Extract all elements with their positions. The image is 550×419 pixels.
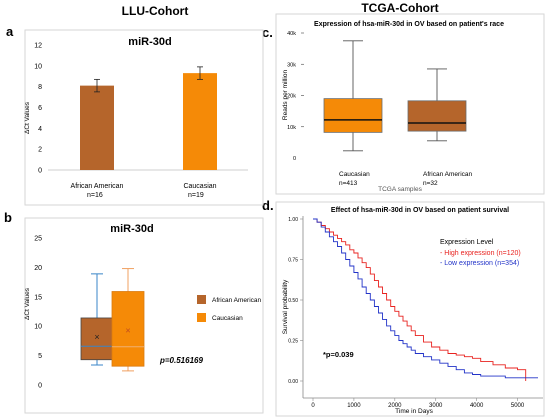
panel-c-ylabel: Reads per million — [282, 70, 289, 121]
panel-b-box-plot: 0 5 10 15 20 25 × × — [34, 236, 145, 390]
y-tick-label: 25 — [34, 236, 42, 243]
tcga-cohort-title: TCGA-Cohort — [361, 1, 438, 15]
y-tick-label: 0.50 — [288, 298, 298, 304]
panel-c-box-plot: 0 10k 20k 30k 40k Caucasian n=413 African Ameri… — [287, 31, 472, 187]
y-tick-label: 0 — [38, 383, 42, 390]
panel-a-title: miR-30d — [128, 36, 171, 48]
mean-marker: × — [94, 332, 99, 342]
x-tick-label: 4000 — [470, 403, 484, 409]
y-tick-label: 10k — [287, 125, 296, 131]
panel-d-pvalue: *p=0.039 — [323, 350, 354, 359]
panel-d-ylabel: Survival probability — [282, 279, 289, 334]
panel-d-legend-low: - Low expression (n=354) — [440, 260, 519, 267]
panel-a-bar-chart: 0 2 4 6 8 10 12 African American n=16 Caucasian n=… — [34, 43, 248, 199]
box — [407, 100, 467, 132]
bar — [80, 85, 114, 170]
panel-d-frame — [275, 201, 545, 417]
box — [111, 291, 145, 367]
panel-b-ylabel: ΔCt Values — [24, 287, 31, 320]
llu-cohort-title: LLU-Cohort — [122, 4, 189, 18]
panel-d-survival-plot: 0.00 0.25 0.50 0.75 1.00 0 1000 2000 3000 4000 500… — [288, 216, 543, 409]
panel-b-pvalue: p=0.516169 — [159, 356, 203, 365]
panel-b-title: miR-30d — [110, 223, 153, 235]
panel-c-xlabel: TCGA samples — [378, 186, 422, 193]
y-tick-label: 0.00 — [288, 379, 298, 385]
y-tick-label: 15 — [34, 294, 42, 301]
panel-b-frame — [24, 217, 264, 414]
x-tick-label: 2000 — [388, 403, 402, 409]
category-sublabel: n=16 — [87, 192, 103, 199]
y-tick-label: 0 — [38, 168, 42, 175]
y-tick-label: 1.00 — [288, 217, 298, 223]
panel-letter-a: a — [6, 24, 14, 39]
y-tick-label: 20k — [287, 94, 296, 100]
panel-letter-b: b — [4, 210, 12, 225]
category-label: African American — [423, 171, 473, 178]
category-sublabel: n=19 — [188, 192, 204, 199]
panel-a-ylabel: ΔCt Values — [24, 101, 31, 134]
y-tick-label: 12 — [34, 43, 42, 50]
y-tick-label: 0.75 — [288, 258, 298, 264]
panel-letter-d: d. — [262, 198, 274, 213]
category-sublabel: n=413 — [339, 180, 358, 187]
panel-c-title: Expression of hsa-miR-30d in OV based on… — [314, 21, 504, 28]
y-tick-label: 2 — [38, 147, 42, 154]
panel-d-legend-title: Expression Level — [440, 239, 494, 246]
x-tick-label: 3000 — [429, 403, 443, 409]
category-label: Caucasian — [339, 171, 370, 178]
low-expression-curve — [313, 218, 538, 379]
panel-d-legend-high: - High expression (n=120) — [440, 250, 521, 257]
category-label: Caucasian — [183, 183, 216, 190]
bar — [183, 73, 217, 170]
panel-a-frame — [24, 29, 264, 206]
high-expression-curve — [313, 218, 527, 381]
y-tick-label: 0 — [293, 156, 296, 162]
legend-swatch-caucasian — [197, 313, 206, 322]
y-tick-label: 8 — [38, 84, 42, 91]
x-tick-label: 0 — [311, 403, 315, 409]
legend-label-african-american: African American — [212, 297, 262, 304]
legend-swatch-african-american — [197, 295, 206, 304]
panel-d-title: Effect of hsa-miR-30d in OV based on pat… — [331, 207, 509, 214]
category-label: African American — [71, 183, 124, 190]
panel-c-frame — [275, 13, 545, 195]
x-tick-label: 1000 — [347, 403, 361, 409]
x-tick-label: 5000 — [511, 403, 525, 409]
panel-d-xlabel: Time in Days — [395, 408, 433, 415]
panel-letter-c: c. — [262, 25, 273, 40]
y-tick-label: 30k — [287, 62, 296, 68]
y-tick-label: 40k — [287, 31, 296, 37]
box — [323, 98, 383, 133]
y-tick-label: 6 — [38, 105, 42, 112]
y-tick-label: 5 — [38, 353, 42, 360]
mean-marker: × — [125, 325, 130, 335]
y-tick-label: 4 — [38, 126, 42, 133]
y-tick-label: 10 — [34, 324, 42, 331]
y-tick-label: 20 — [34, 265, 42, 272]
y-tick-label: 0.25 — [288, 339, 298, 345]
legend-label-caucasian: Caucasian — [212, 315, 243, 322]
category-sublabel: n=32 — [423, 180, 438, 187]
y-tick-label: 10 — [34, 63, 42, 70]
